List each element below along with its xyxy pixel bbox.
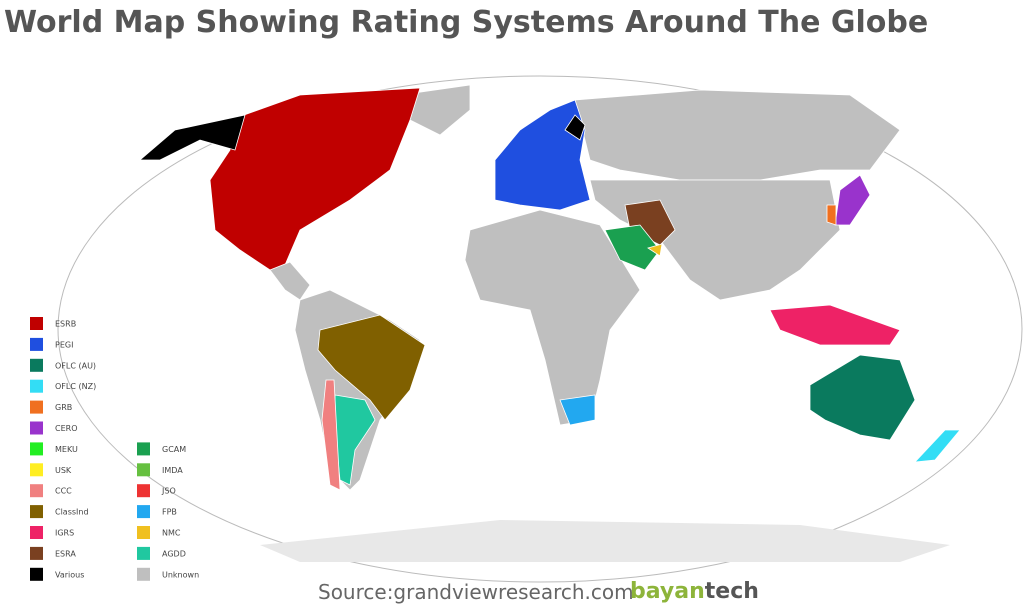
legend: ESRB PEGI OFLC (AU) OFLC (NZ) GRB CERO MEKU USK… — [30, 317, 199, 581]
logo-part: tech — [705, 579, 759, 604]
legend-swatch — [137, 546, 150, 560]
legend-label: PEGI — [55, 340, 73, 349]
legend-swatch — [137, 463, 150, 477]
legend-swatch — [30, 484, 43, 498]
legend-swatch — [30, 442, 43, 456]
legend-label: NMC — [162, 529, 181, 538]
legend-label: CERO — [55, 424, 78, 433]
antarctica — [260, 520, 950, 562]
legend-swatch — [30, 317, 43, 330]
alaska — [138, 114, 246, 161]
legend-label: ClassInd — [55, 508, 89, 517]
russia — [574, 89, 901, 181]
indonesia — [769, 304, 901, 346]
australia — [809, 354, 916, 441]
legend-swatch — [137, 526, 150, 539]
legend-label: ESRB — [55, 320, 76, 329]
legend-swatch — [30, 358, 43, 372]
legend-swatch — [30, 505, 43, 519]
legend-label: IGRS — [55, 529, 74, 538]
legend-label: USK — [55, 466, 72, 475]
legend-label: GCAM — [162, 445, 186, 454]
legend-label: OFLC (NZ) — [55, 382, 96, 391]
legend-label: Unknown — [162, 570, 199, 579]
legend-swatch — [30, 421, 43, 435]
legend-swatch — [137, 484, 150, 498]
logo-part: bayan — [630, 579, 705, 604]
legend-swatch — [137, 442, 150, 456]
legend-swatch — [30, 337, 43, 351]
legend-label: GRB — [55, 403, 72, 412]
korea — [826, 204, 837, 226]
legend-swatch — [30, 379, 43, 393]
title: World Map Showing Rating Systems Around … — [4, 5, 928, 40]
uae — [647, 243, 663, 257]
legend-label: FPB — [162, 508, 177, 517]
saudi-arabia — [604, 224, 661, 271]
south-africa — [559, 394, 596, 426]
legend-label: ESRA — [55, 549, 76, 558]
legend-swatch — [30, 400, 43, 414]
legend-swatch — [137, 505, 150, 519]
legend-swatch — [30, 463, 43, 477]
legend-label: JSO — [161, 487, 176, 496]
legend-swatch — [137, 567, 150, 581]
chile — [321, 379, 341, 491]
central-america — [269, 261, 311, 301]
legend-swatch — [30, 526, 43, 539]
legend-label: IMDA — [162, 466, 183, 475]
legend-swatch — [30, 546, 43, 560]
legend-label: AGDD — [162, 549, 186, 558]
legend-label: Various — [55, 570, 84, 579]
brazil — [317, 314, 426, 421]
source: Source:grandviewresearch.com — [318, 580, 634, 604]
north-america — [209, 87, 421, 271]
logo: bayantech — [630, 579, 759, 604]
map — [138, 84, 961, 562]
finland — [564, 114, 586, 141]
new-zealand — [913, 429, 961, 463]
legend-label: CCC — [55, 487, 72, 496]
legend-label: OFLC (AU) — [55, 361, 96, 370]
legend-label: MEKU — [55, 445, 78, 454]
legend-swatch — [30, 567, 43, 581]
